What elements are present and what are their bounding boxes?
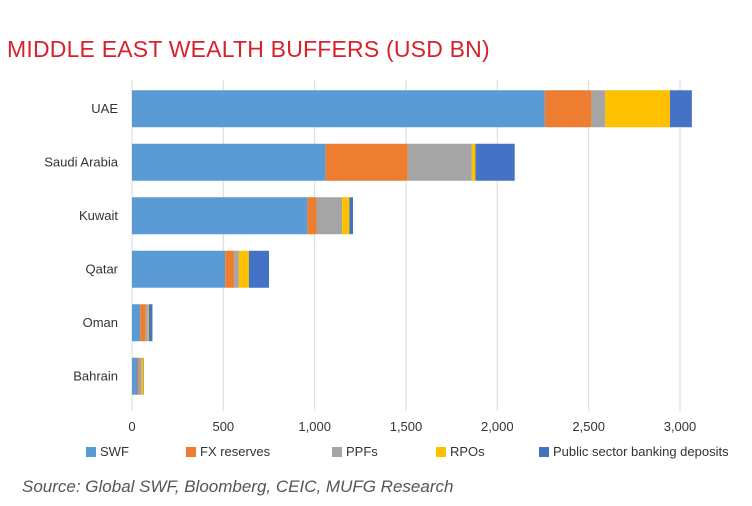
bar-segment xyxy=(475,143,515,181)
bar-segment xyxy=(349,197,354,235)
category-label: Qatar xyxy=(85,261,118,276)
bar-segment xyxy=(605,90,670,128)
bar-segment xyxy=(132,304,141,342)
bar-segment xyxy=(238,250,249,288)
legend-swatch xyxy=(86,447,96,457)
legend-label: Public sector banking deposits xyxy=(553,444,729,459)
chart-title: MIDDLE EAST WEALTH BUFFERS (USD BN) xyxy=(7,36,490,62)
category-label: Kuwait xyxy=(79,208,118,223)
bar-segment xyxy=(544,90,592,128)
category-label: Saudi Arabia xyxy=(44,154,118,169)
bar-segment xyxy=(325,143,408,181)
x-tick-label: 0 xyxy=(128,419,135,434)
bar-segment xyxy=(141,357,144,395)
x-tick-label: 1,500 xyxy=(390,419,423,434)
bar-segment xyxy=(138,357,142,395)
bar-segment xyxy=(137,357,139,395)
bar-segment xyxy=(248,250,269,288)
x-tick-label: 500 xyxy=(212,419,234,434)
x-tick-label: 2,500 xyxy=(572,419,605,434)
bar-segment xyxy=(132,90,545,128)
x-tick-label: 1,000 xyxy=(298,419,331,434)
bar-segment xyxy=(147,304,149,342)
bar-segment xyxy=(140,304,146,342)
source-note: Source: Global SWF, Bloomberg, CEIC, MUF… xyxy=(22,477,454,496)
category-label: UAE xyxy=(91,101,118,116)
bar-segment xyxy=(316,197,343,235)
legend-label: SWF xyxy=(100,444,129,459)
bar-segment xyxy=(342,197,350,235)
x-tick-label: 2,000 xyxy=(481,419,514,434)
legend-swatch xyxy=(539,447,549,457)
bar-segment xyxy=(148,304,153,342)
legend-label: PPFs xyxy=(346,444,378,459)
stacked-bar-chart: UAE Saudi Arabia Kuwait Qatar Oman Bahrain 0 50… xyxy=(44,80,729,459)
bar-segment xyxy=(407,143,472,181)
bar-segment xyxy=(234,250,239,288)
bar-segment xyxy=(471,143,476,181)
legend-swatch xyxy=(186,447,196,457)
category-label: Bahrain xyxy=(73,368,118,383)
bar-segment xyxy=(145,304,148,342)
chart-area: UAE Saudi Arabia Kuwait Qatar Oman Bahrain 0 50… xyxy=(0,76,752,466)
bar-segment xyxy=(669,90,692,128)
category-label: Oman xyxy=(83,315,118,330)
legend-label: FX reserves xyxy=(200,444,271,459)
bar-segment xyxy=(591,90,606,128)
bar-segment xyxy=(307,197,317,235)
x-tick-label: 3,000 xyxy=(664,419,697,434)
bar-segment xyxy=(225,250,235,288)
legend-label: RPOs xyxy=(450,444,485,459)
legend-swatch xyxy=(332,447,342,457)
bar-segment xyxy=(132,250,226,288)
legend-swatch xyxy=(436,447,446,457)
bar-segment xyxy=(132,143,326,181)
bar-segment xyxy=(132,197,308,235)
bar-segment xyxy=(132,357,138,395)
